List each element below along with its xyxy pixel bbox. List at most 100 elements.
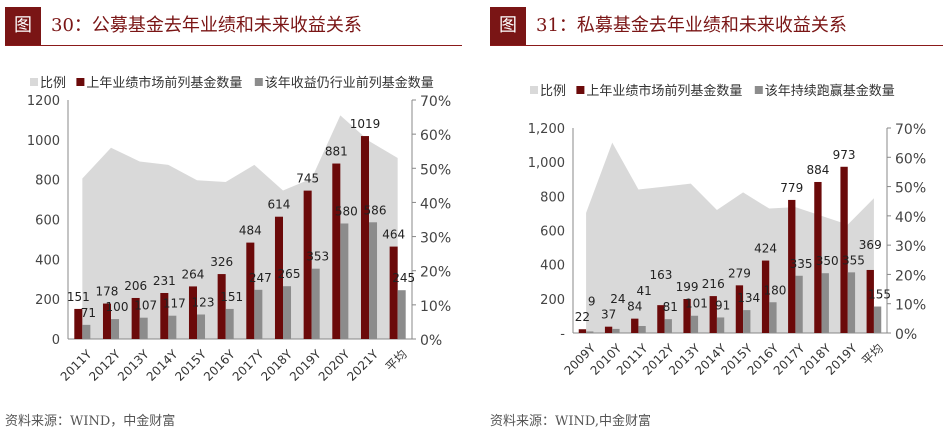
bar-persistent-funds	[586, 331, 594, 333]
bar-label-gray: 91	[715, 298, 730, 312]
chart-panel-public-funds: 图 30：公募基金去年业绩和未来收益关系 比例 上年业绩市场前列基金数量 该年收益仍…	[0, 0, 462, 440]
bar-persistent-funds	[795, 275, 803, 333]
y-tick-label: 1200	[27, 94, 60, 109]
bar-label-gray: 180	[763, 283, 786, 297]
bar-prior-top-funds	[102, 303, 111, 339]
bar-prior-top-funds	[332, 163, 341, 339]
bar-label-red: 424	[754, 242, 777, 256]
y2-tick-label: 50%	[420, 162, 451, 178]
x-tick-label: 2011Y	[58, 347, 95, 384]
bar-label-red: 206	[124, 279, 147, 293]
bar-persistent-funds	[168, 315, 177, 339]
bar-prior-top-funds	[578, 329, 587, 333]
bar-label-gray: 41	[636, 284, 651, 298]
bar-persistent-funds	[82, 324, 91, 339]
x-tick-label: 2016Y	[201, 347, 238, 384]
bar-prior-top-funds	[788, 199, 796, 333]
figure-label: 图	[490, 7, 526, 45]
legend-label: 该年收益仍行业前列基金数量	[265, 75, 434, 91]
bar-prior-top-funds	[217, 274, 226, 339]
bar-prior-top-funds	[274, 216, 283, 339]
y2-tick-label: 0%	[895, 327, 917, 343]
bar-label-gray: 134	[737, 291, 760, 305]
bar-label-gray: 265	[278, 267, 301, 281]
bar-label-gray: 9	[588, 294, 596, 308]
bar-label-red: 199	[676, 280, 699, 294]
x-tick-label: 2018Y	[258, 347, 295, 384]
bar-label-red: 216	[702, 277, 725, 291]
bar-persistent-funds	[340, 223, 349, 339]
bar-prior-top-funds	[814, 181, 822, 333]
bar-persistent-funds	[821, 273, 829, 333]
legend-label: 比例	[40, 76, 66, 91]
bar-label-gray: 350	[816, 254, 839, 268]
x-tick-label: 2014Y	[144, 347, 181, 384]
bar-prior-top-funds	[389, 246, 398, 339]
source-note: 资料来源：WIND，中金财富	[5, 414, 176, 429]
chart-title: 30：公募基金去年业绩和未来收益关系	[51, 15, 362, 36]
bar-prior-top-funds	[604, 326, 613, 333]
bar-label-red: 745	[296, 172, 319, 186]
bar-label-red: 151	[67, 290, 90, 304]
bar-persistent-funds	[197, 314, 206, 339]
y2-tick-label: 30%	[420, 231, 451, 247]
legend-swatch	[576, 86, 585, 94]
bar-label-gray: 101	[685, 297, 708, 311]
y-tick-label: 1000	[27, 134, 60, 149]
bar-prior-top-funds	[131, 297, 140, 339]
bar-label-gray: 151	[220, 290, 243, 304]
chart-title: 31：私募基金去年业绩和未来收益关系	[536, 15, 847, 36]
bar-persistent-funds	[225, 308, 234, 339]
bar-prior-top-funds	[840, 166, 848, 333]
x-tick-label: 平均	[859, 341, 886, 368]
bar-label-gray: 117	[163, 297, 186, 311]
bar-label-gray: 71	[81, 306, 96, 320]
legend-label: 该年持续跑赢基金数量	[765, 83, 895, 99]
bar-label-red: 1019	[350, 117, 381, 131]
bar-label-red: 484	[239, 224, 262, 238]
bar-prior-top-funds	[657, 305, 665, 333]
bar-label-gray: 155	[868, 288, 891, 302]
bar-persistent-funds	[690, 315, 699, 333]
legend-swatch	[254, 78, 263, 86]
y2-tick-label: 60%	[420, 128, 451, 144]
y2-tick-label: 40%	[895, 210, 926, 226]
bar-persistent-funds	[873, 306, 882, 333]
bar-prior-top-funds	[866, 269, 874, 333]
bar-label-gray: 24	[610, 292, 625, 306]
bar-persistent-funds	[612, 328, 620, 333]
chart-svg: 比例 上年业绩市场前列基金数量 该年持续跑赢基金数量 - 200 400 600 800 1,0…	[528, 83, 926, 378]
legend-label: 比例	[540, 84, 566, 99]
bar-prior-top-funds	[74, 308, 83, 339]
y2-tick-label: 20%	[895, 268, 926, 284]
bar-label-red: 326	[210, 255, 233, 269]
bar-label-red: 231	[153, 274, 176, 288]
y2-tick-label: 30%	[895, 239, 926, 255]
bar-prior-top-funds	[709, 296, 717, 333]
bar-label-red: 369	[859, 238, 882, 252]
y-tick-label: 200	[35, 293, 60, 308]
bar-persistent-funds	[369, 222, 378, 339]
bar-label-gray: 247	[249, 271, 272, 285]
bar-label-red: 37	[601, 308, 616, 322]
x-tick-label: 2012Y	[86, 347, 123, 384]
y2-tick-label: 70%	[420, 94, 451, 110]
bar-label-red: 973	[833, 148, 856, 162]
bar-persistent-funds	[769, 302, 777, 333]
y2-tick-label: 40%	[420, 196, 451, 212]
legend-swatch	[30, 78, 38, 86]
bar-label-gray: 123	[192, 296, 215, 310]
bar-persistent-funds	[111, 319, 120, 339]
bar-prior-top-funds	[160, 292, 169, 339]
bar-prior-top-funds	[360, 136, 369, 339]
bar-persistent-funds	[254, 289, 263, 339]
bar-persistent-funds	[847, 272, 856, 333]
x-tick-label: 2020Y	[316, 347, 353, 384]
y2-tick-label: 20%	[420, 265, 451, 281]
bar-persistent-funds	[638, 325, 646, 333]
y-tick-label: -	[560, 327, 565, 342]
bar-persistent-funds	[283, 286, 292, 339]
bar-persistent-funds	[397, 290, 406, 339]
x-tick-label: 2017Y	[230, 347, 267, 384]
bar-label-red: 464	[382, 228, 405, 242]
